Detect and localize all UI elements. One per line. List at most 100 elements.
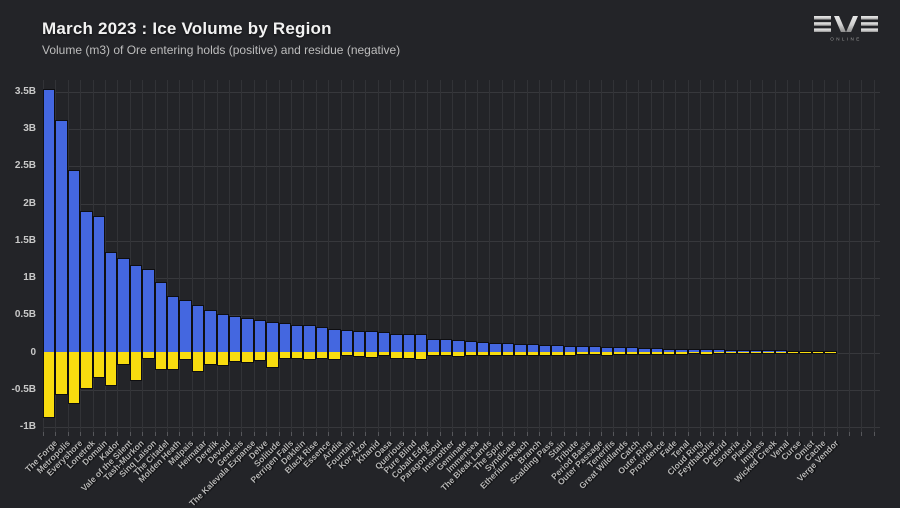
x-axis-tick <box>130 432 131 436</box>
gridline-vertical <box>675 80 676 432</box>
bar-column <box>528 345 538 355</box>
gridline-vertical <box>241 80 242 432</box>
negative-bar-segment <box>69 352 79 403</box>
gridline-vertical <box>539 80 540 432</box>
bar-column <box>168 297 178 369</box>
bar-column <box>304 326 314 359</box>
bar-column <box>230 317 240 362</box>
x-axis-tick <box>514 432 515 436</box>
positive-bar-segment <box>156 283 166 352</box>
y-axis-tick-label: 1.5B <box>0 235 36 246</box>
negative-bar-segment <box>44 352 54 416</box>
negative-bar-segment <box>416 352 426 359</box>
gridline-vertical <box>638 80 639 432</box>
negative-bar-segment <box>714 352 724 353</box>
x-axis-tick <box>576 432 577 436</box>
gridline-vertical <box>192 80 193 432</box>
negative-bar-segment <box>168 352 178 368</box>
negative-bar-segment <box>540 352 550 354</box>
bar-column <box>81 212 91 389</box>
bar-column <box>490 344 500 355</box>
bar-column <box>726 351 736 354</box>
x-axis-tick <box>663 432 664 436</box>
positive-bar-segment <box>118 259 128 353</box>
gridline-vertical <box>564 80 565 432</box>
gridline-vertical <box>737 80 738 432</box>
bar-column <box>738 351 748 353</box>
gridline-vertical <box>787 80 788 432</box>
negative-bar-segment <box>751 352 761 353</box>
gridline-horizontal <box>43 278 880 279</box>
negative-bar-segment <box>118 352 128 364</box>
negative-bar-segment <box>94 352 104 377</box>
bar-column <box>118 259 128 365</box>
positive-bar-segment <box>304 326 314 352</box>
x-axis-tick <box>775 432 776 436</box>
positive-bar-segment <box>143 270 153 353</box>
gridline-vertical <box>861 80 862 432</box>
bar-column <box>590 347 600 354</box>
positive-bar-segment <box>180 301 190 352</box>
y-axis-tick-label: 0 <box>0 347 36 358</box>
y-axis-tick-label: -0.5B <box>0 384 36 395</box>
negative-bar-segment <box>391 352 401 358</box>
negative-bar-segment <box>602 352 612 354</box>
ice-volume-chart <box>43 80 880 432</box>
gridline-vertical <box>613 80 614 432</box>
gridline-vertical <box>489 80 490 432</box>
x-axis-tick <box>502 432 503 436</box>
negative-bar-segment <box>441 352 451 355</box>
y-axis-tick-label: -1B <box>0 421 36 432</box>
gridline-vertical <box>589 80 590 432</box>
positive-bar-segment <box>441 340 451 353</box>
positive-bar-segment <box>230 317 240 353</box>
gridline-vertical <box>750 80 751 432</box>
negative-bar-segment <box>230 352 240 361</box>
bar-column <box>515 345 525 355</box>
eve-logo-online-text: ONLINE <box>830 37 862 42</box>
gridline-vertical <box>725 80 726 432</box>
positive-bar-segment <box>193 306 203 353</box>
bar-column <box>503 344 513 355</box>
gridline-vertical <box>427 80 428 432</box>
bar-column <box>180 301 190 359</box>
eve-logo-icon: ONLINE <box>813 14 879 48</box>
positive-bar-segment <box>528 345 538 352</box>
x-axis-tick <box>266 432 267 436</box>
positive-bar-segment <box>515 345 525 352</box>
negative-bar-segment <box>205 352 215 363</box>
gridline-vertical <box>775 80 776 432</box>
positive-bar-segment <box>131 266 141 352</box>
gridline-vertical <box>117 80 118 432</box>
negative-bar-segment <box>664 352 674 353</box>
x-axis-tick <box>167 432 168 436</box>
bar-column <box>255 321 265 360</box>
negative-bar-segment <box>528 352 538 355</box>
bar-column <box>131 266 141 380</box>
x-axis-tick <box>390 432 391 436</box>
gridline-vertical <box>688 80 689 432</box>
bar-column <box>763 351 773 353</box>
x-axis-tick <box>849 432 850 436</box>
x-axis-tick <box>117 432 118 436</box>
bar-column <box>813 352 823 353</box>
x-axis-tick <box>799 432 800 436</box>
positive-bar-segment <box>391 335 401 353</box>
bar-column <box>652 349 662 354</box>
negative-bar-segment <box>639 352 649 353</box>
negative-bar-segment <box>156 352 166 368</box>
x-axis-tick <box>415 432 416 436</box>
negative-bar-segment <box>304 352 314 359</box>
bar-column <box>701 350 711 354</box>
gridline-horizontal <box>43 166 880 167</box>
positive-bar-segment <box>69 171 79 352</box>
bar-column <box>143 270 153 359</box>
negative-bar-segment <box>466 352 476 354</box>
bar-column <box>552 346 562 355</box>
x-axis-tick <box>787 432 788 436</box>
gridline-horizontal <box>43 427 880 428</box>
x-axis-tick <box>651 432 652 436</box>
gridline-vertical <box>812 80 813 432</box>
negative-bar-segment <box>490 352 500 354</box>
positive-bar-segment <box>366 332 376 352</box>
